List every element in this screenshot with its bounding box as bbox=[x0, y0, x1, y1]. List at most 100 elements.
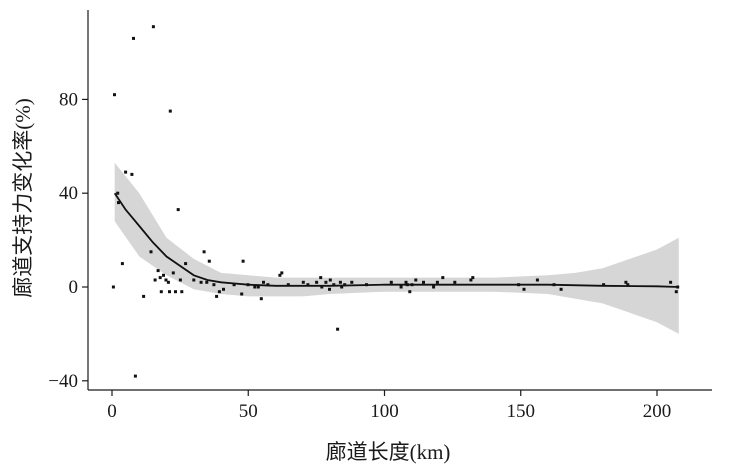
data-point bbox=[215, 294, 219, 298]
data-point bbox=[286, 283, 290, 287]
confidence-band-layer bbox=[114, 162, 679, 334]
y-axis-title: 廊道支持力变化率(%) bbox=[11, 98, 35, 297]
data-point bbox=[162, 273, 165, 277]
data-point bbox=[674, 290, 678, 294]
data-point bbox=[676, 285, 680, 289]
data-point bbox=[111, 285, 115, 289]
data-point bbox=[432, 285, 436, 289]
y-tick-label: 0 bbox=[69, 277, 79, 298]
data-point bbox=[404, 280, 408, 284]
data-point bbox=[142, 294, 146, 298]
data-point bbox=[343, 283, 347, 287]
data-point bbox=[153, 278, 157, 282]
data-point bbox=[199, 280, 203, 284]
x-tick-label: 50 bbox=[239, 401, 258, 422]
data-point bbox=[113, 93, 116, 97]
data-point bbox=[217, 290, 221, 294]
data-point bbox=[149, 250, 153, 254]
data-point bbox=[132, 36, 135, 40]
x-tick-label: 0 bbox=[107, 401, 117, 422]
data-point bbox=[178, 278, 182, 282]
data-point bbox=[174, 290, 177, 294]
data-point bbox=[559, 287, 563, 291]
data-point bbox=[324, 280, 328, 284]
data-point bbox=[517, 283, 521, 287]
data-point bbox=[159, 290, 163, 294]
data-point bbox=[624, 280, 628, 284]
data-point bbox=[319, 276, 323, 280]
data-point bbox=[389, 280, 393, 284]
data-point bbox=[328, 287, 331, 291]
data-point bbox=[212, 283, 216, 287]
data-point bbox=[207, 259, 211, 263]
data-point bbox=[151, 25, 155, 29]
data-point bbox=[130, 172, 134, 176]
data-point bbox=[168, 290, 171, 294]
data-point bbox=[471, 276, 475, 280]
y-tick-label: −40 bbox=[48, 371, 78, 392]
data-point bbox=[328, 278, 332, 282]
data-point bbox=[405, 283, 409, 287]
data-point bbox=[117, 201, 120, 205]
data-point bbox=[262, 280, 265, 284]
data-point bbox=[116, 191, 120, 195]
data-point bbox=[315, 280, 319, 284]
data-point bbox=[192, 278, 196, 282]
data-point bbox=[552, 283, 556, 287]
y-tick-label: 80 bbox=[59, 89, 78, 110]
data-point bbox=[158, 276, 162, 280]
data-point bbox=[441, 276, 445, 280]
data-point bbox=[365, 283, 368, 287]
data-point bbox=[124, 170, 128, 174]
data-point bbox=[278, 273, 282, 277]
data-point bbox=[350, 280, 354, 284]
data-point bbox=[246, 283, 250, 287]
data-point bbox=[240, 292, 244, 296]
data-point bbox=[156, 269, 160, 273]
data-point bbox=[414, 278, 418, 282]
data-point bbox=[340, 285, 344, 289]
x-tick-label: 150 bbox=[507, 401, 536, 422]
data-point bbox=[256, 285, 260, 289]
axes-layer: 0 50 100 150 200 −40 0 40 80 bbox=[48, 10, 712, 422]
data-point bbox=[320, 285, 324, 289]
data-point bbox=[669, 280, 673, 284]
data-point bbox=[266, 283, 270, 287]
data-point bbox=[435, 280, 439, 284]
data-point bbox=[164, 278, 168, 282]
data-point bbox=[306, 283, 310, 287]
data-point bbox=[168, 109, 172, 113]
y-tick-label: 40 bbox=[59, 183, 78, 204]
data-point bbox=[469, 278, 473, 282]
data-point bbox=[602, 283, 606, 287]
data-point bbox=[171, 271, 175, 275]
data-point bbox=[120, 262, 124, 266]
data-points-layer bbox=[111, 25, 680, 378]
data-point bbox=[332, 283, 336, 287]
data-point bbox=[399, 285, 403, 289]
data-point bbox=[184, 262, 188, 266]
x-tick-label: 100 bbox=[370, 401, 399, 422]
confidence-band bbox=[114, 162, 679, 334]
data-point bbox=[410, 283, 414, 287]
x-axis-title: 廊道长度(km) bbox=[326, 440, 451, 464]
data-point bbox=[336, 327, 340, 331]
data-point bbox=[253, 285, 257, 289]
data-point bbox=[535, 278, 539, 282]
data-point bbox=[176, 208, 180, 212]
data-point bbox=[205, 280, 209, 284]
data-point bbox=[280, 271, 284, 275]
data-point bbox=[241, 259, 245, 263]
data-point bbox=[202, 250, 206, 254]
data-point bbox=[166, 280, 170, 284]
data-point bbox=[453, 280, 457, 284]
data-point bbox=[232, 283, 236, 287]
data-point bbox=[408, 290, 412, 294]
x-tick-label: 200 bbox=[643, 401, 672, 422]
data-point bbox=[133, 374, 137, 378]
data-point bbox=[222, 287, 225, 291]
data-point bbox=[522, 287, 526, 291]
data-point bbox=[301, 280, 305, 284]
data-point bbox=[180, 290, 184, 294]
